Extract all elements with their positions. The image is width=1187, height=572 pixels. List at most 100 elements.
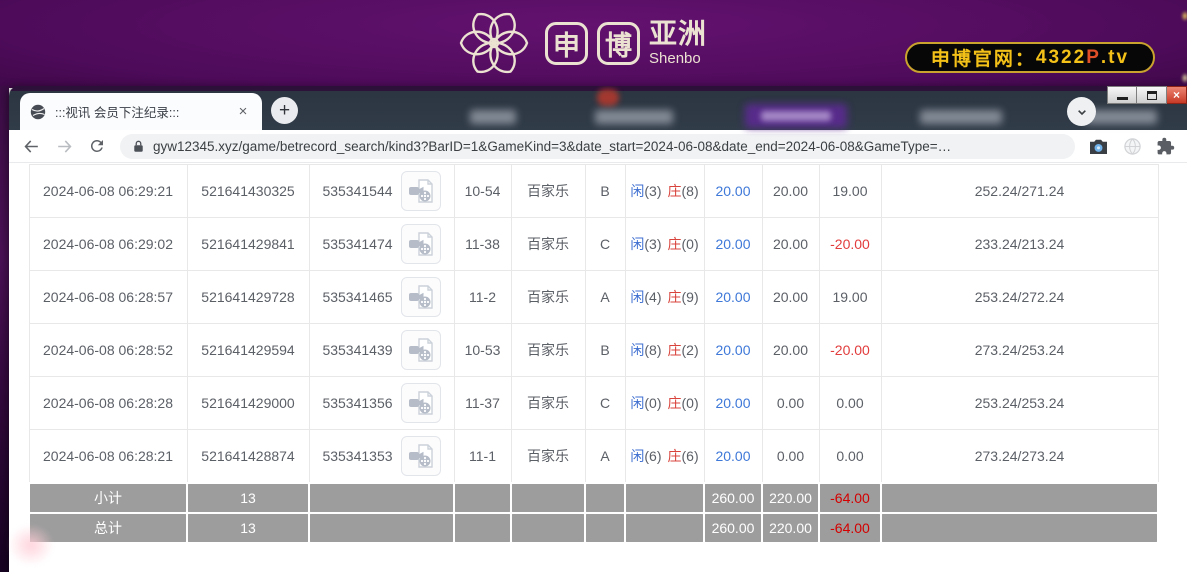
browser-tab[interactable]: :::视讯 会员下注纪录::: × (20, 93, 262, 130)
extensions-puzzle-icon[interactable] (1156, 137, 1175, 156)
video-replay-button[interactable] (400, 330, 441, 370)
official-highlight: P (1086, 46, 1101, 68)
bet-time-cell: 2024-06-08 06:28:52 (28, 323, 188, 377)
total-valid: 220.00 (761, 511, 820, 544)
empty-cell (584, 481, 626, 514)
table-number-cell: 11-2 (453, 270, 512, 324)
minimize-button[interactable] (1107, 86, 1137, 104)
maximize-button[interactable] (1137, 86, 1167, 104)
subtotal-label: 小计 (28, 481, 188, 514)
table-body: 2024-06-08 06:29:21 521641430325 5353415… (28, 164, 1159, 483)
tab-close-icon[interactable]: × (238, 102, 248, 120)
valid-amount-cell: 20.00 (761, 270, 820, 324)
forward-button[interactable] (54, 136, 74, 156)
empty-cell (880, 511, 1159, 544)
minimize-icon (1116, 97, 1128, 100)
bet-id-cell: 521641429594 (186, 323, 310, 377)
video-replay-button[interactable] (400, 171, 441, 211)
background-page-strip (0, 86, 9, 572)
blurred-nav-item-active-label (761, 111, 831, 121)
game-round-cell: 535341474 (308, 217, 455, 271)
bet-amount-cell: 20.00 (703, 323, 763, 377)
tab-overflow-button[interactable] (1067, 97, 1096, 126)
player-label: 闲 (630, 289, 645, 305)
video-replay-button[interactable] (400, 224, 441, 264)
banker-label: 庄 (667, 289, 682, 305)
official-number: 4322 (1035, 46, 1087, 68)
winloss-cell: 0.00 (818, 429, 882, 483)
reload-button[interactable] (87, 136, 107, 156)
clipped-edge-text (1179, 6, 1187, 84)
subtotal-bet: 260.00 (703, 481, 763, 514)
bet-amount-link[interactable]: 20.00 (715, 447, 751, 464)
subtotal-valid: 220.00 (761, 481, 820, 514)
flower-logo-icon (459, 12, 529, 74)
tab-strip: :::视讯 会员下注纪录::: × + × (9, 86, 1187, 130)
game-round-id: 535341356 (322, 395, 393, 411)
chevron-down-icon (1077, 109, 1086, 115)
bet-amount-link[interactable]: 20.00 (715, 183, 751, 199)
bet-amount-link[interactable]: 20.00 (715, 395, 751, 411)
seat-cell: A (584, 270, 626, 324)
banker-score: (0) (681, 236, 699, 252)
bet-id-cell: 521641428874 (186, 429, 310, 483)
video-replay-button[interactable] (400, 277, 441, 317)
brand-char-bo: 博 (597, 21, 640, 65)
bet-time-cell: 2024-06-08 06:28:28 (28, 376, 188, 430)
close-button[interactable]: × (1167, 86, 1187, 104)
player-label: 闲 (630, 395, 645, 411)
blurred-nav-item (1085, 110, 1157, 124)
table-row: 2024-06-08 06:29:21 521641430325 5353415… (28, 164, 1159, 218)
player-label: 闲 (630, 236, 645, 252)
official-site-banner[interactable]: 申博官网： 4322 P .tv (905, 42, 1155, 73)
player-score: (0) (644, 395, 662, 411)
bet-time-cell: 2024-06-08 06:29:02 (28, 217, 188, 271)
video-film-icon (408, 391, 433, 415)
player-score: (3) (644, 183, 662, 199)
video-replay-button[interactable] (400, 435, 441, 476)
result-cell: 闲(0) 庄(0) (624, 376, 705, 430)
result-cell: 闲(3) 庄(8) (624, 164, 705, 218)
bet-time-cell: 2024-06-08 06:29:21 (28, 164, 188, 218)
video-replay-button[interactable] (400, 383, 441, 423)
subtotal-count: 13 (186, 481, 310, 514)
table-row: 2024-06-08 06:29:02 521641429841 5353414… (28, 217, 1159, 271)
bet-amount-link[interactable]: 20.00 (715, 236, 751, 252)
balance-cell: 253.24/272.24 (880, 270, 1159, 324)
bet-amount-cell: 20.00 (703, 164, 763, 218)
maximize-icon (1146, 90, 1157, 100)
lock-icon (134, 140, 143, 152)
player-score: (4) (644, 289, 662, 305)
table-row: 2024-06-08 06:28:57 521641429728 5353414… (28, 270, 1159, 324)
empty-cell (453, 481, 512, 514)
back-button[interactable] (21, 136, 41, 156)
empty-cell (453, 511, 512, 544)
globe-extension-icon[interactable] (1123, 137, 1142, 156)
winloss-cell: -20.00 (818, 323, 882, 377)
total-label: 总计 (28, 511, 188, 544)
address-toolbar: gyw12345.xyz/game/betrecord_search/kind3… (9, 130, 1187, 163)
brand-latin: Shenbo (649, 50, 701, 67)
new-tab-button[interactable]: + (271, 97, 298, 124)
result-cell: 闲(3) 庄(0) (624, 217, 705, 271)
total-count: 13 (186, 511, 310, 544)
banker-label: 庄 (667, 395, 682, 411)
page-content: 2024-06-08 06:29:21 521641430325 5353415… (9, 164, 1187, 572)
player-label: 闲 (630, 342, 645, 358)
camera-extension-icon[interactable] (1088, 138, 1109, 155)
result-cell: 闲(4) 庄(9) (624, 270, 705, 324)
banker-label: 庄 (667, 236, 682, 252)
game-name-cell: 百家乐 (510, 270, 586, 324)
game-round-id: 535341353 (322, 447, 393, 464)
banker-score: (2) (681, 342, 699, 358)
address-bar[interactable]: gyw12345.xyz/game/betrecord_search/kind3… (120, 133, 1075, 159)
valid-amount-cell: 20.00 (761, 217, 820, 271)
brand-char-shen: 申 (545, 21, 588, 65)
site-logo: 申 博 亚洲 Shenbo (452, 2, 707, 84)
bet-amount-link[interactable]: 20.00 (715, 342, 751, 358)
blurred-nav-badge (597, 89, 619, 106)
banker-label: 庄 (667, 183, 682, 199)
banker-score: (6) (681, 447, 699, 464)
blurred-nav-item (920, 110, 1002, 124)
bet-amount-link[interactable]: 20.00 (715, 289, 751, 305)
